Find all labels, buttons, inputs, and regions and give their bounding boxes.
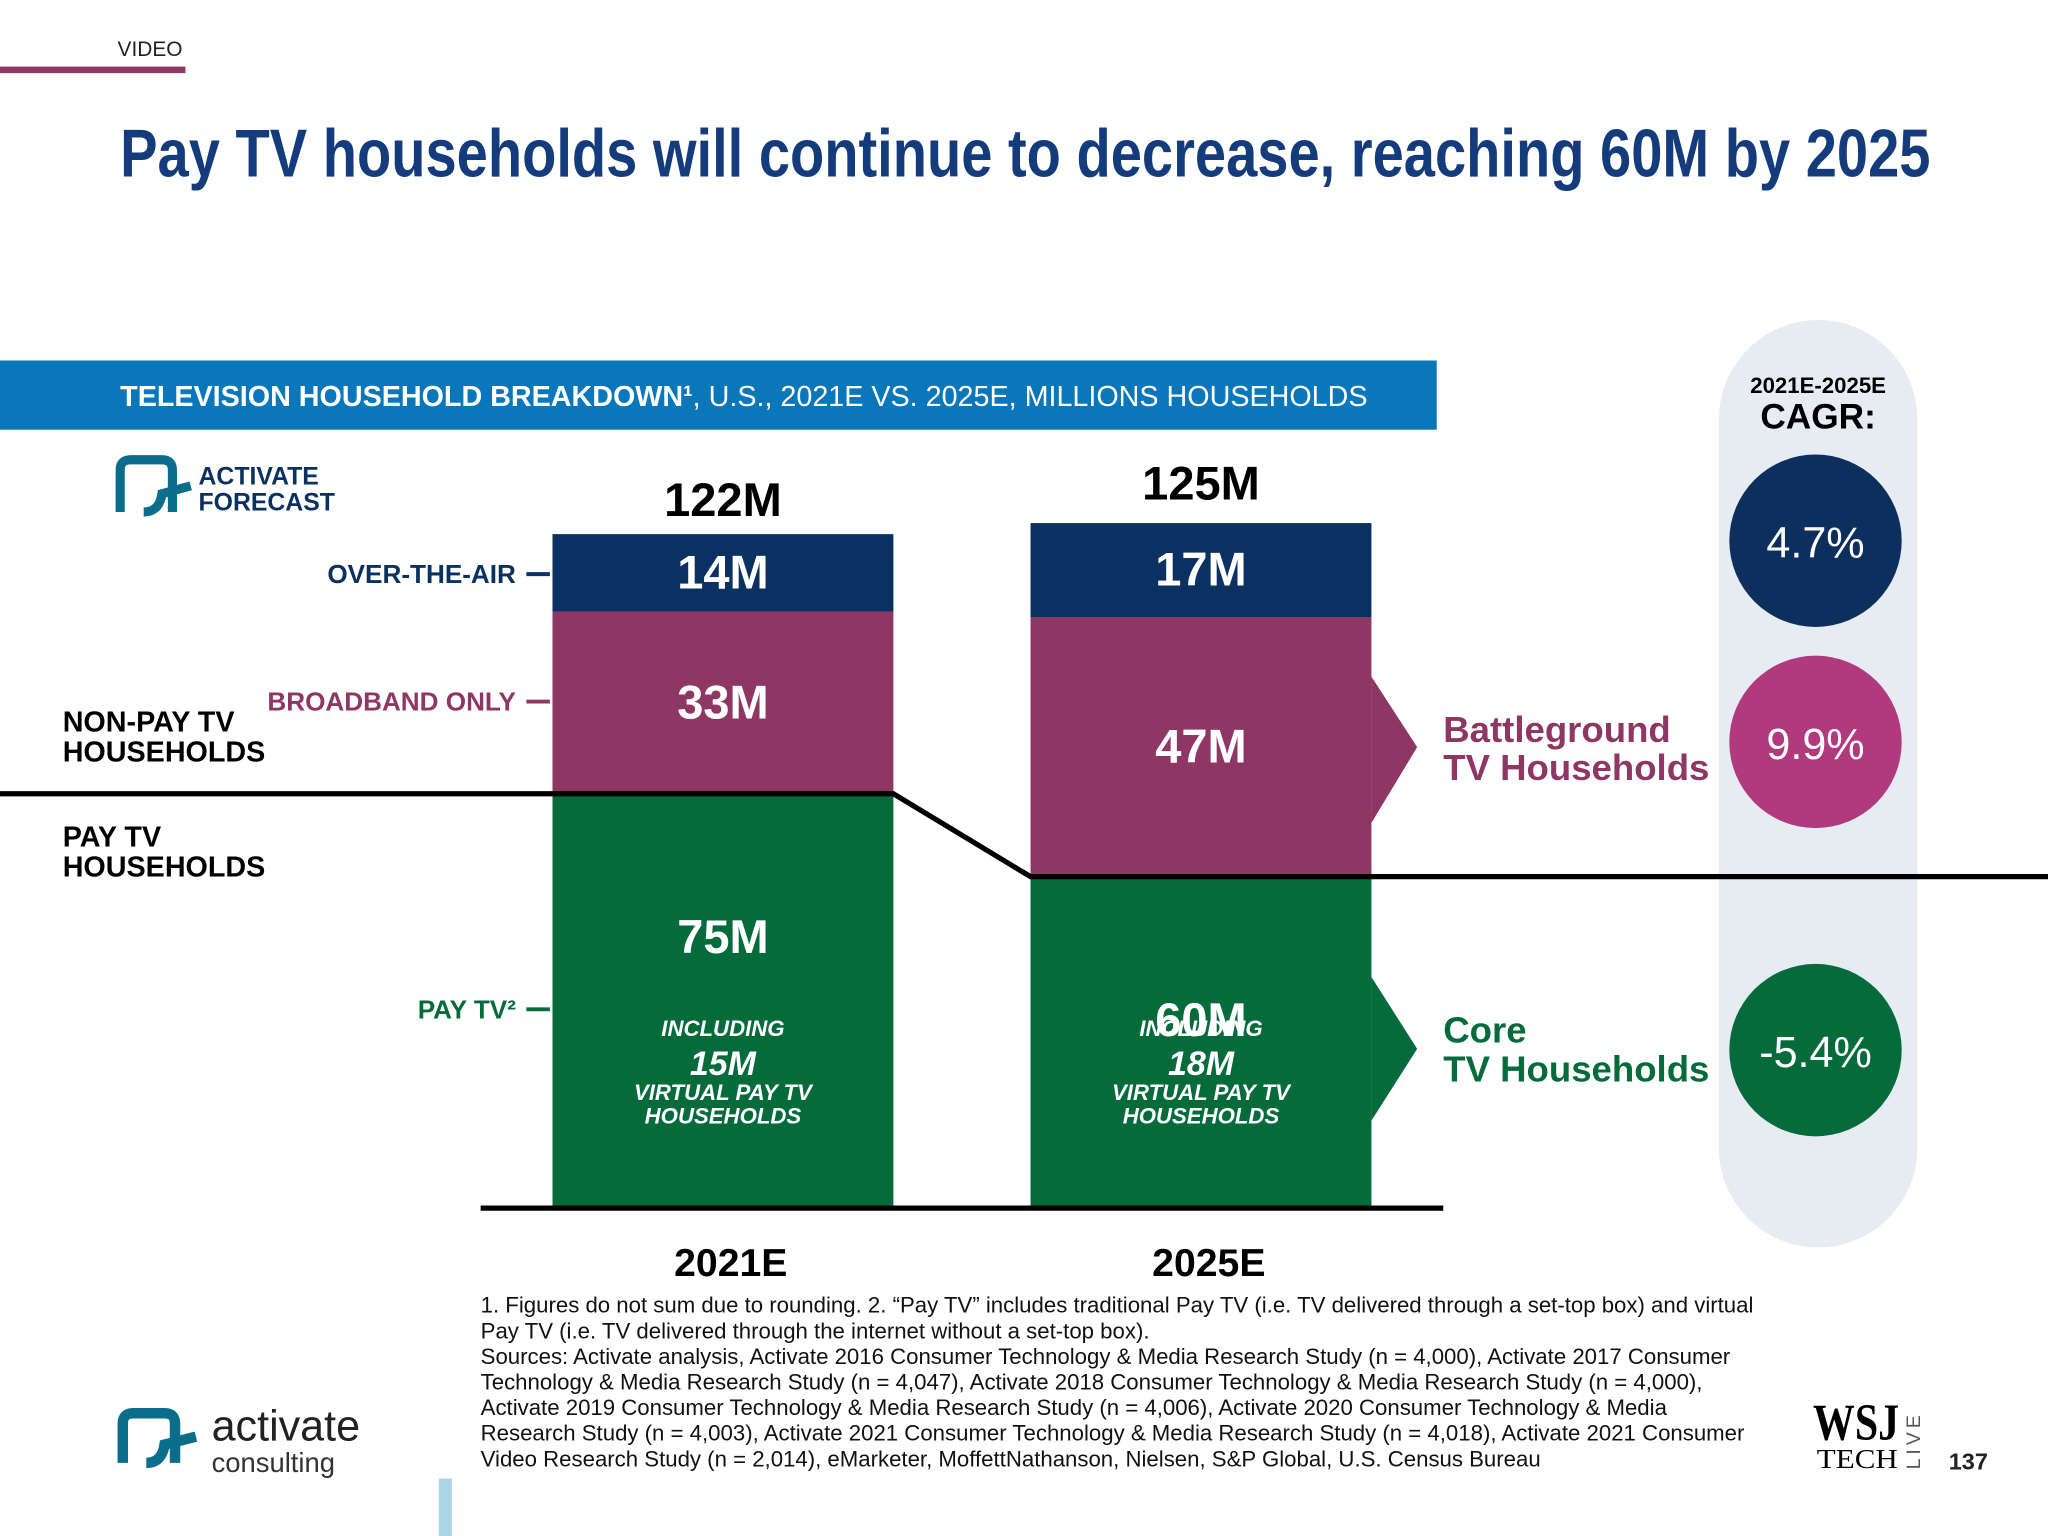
footnote-line: Video Research Study (n = 2,014), eMarke… bbox=[481, 1446, 1541, 1471]
logo-icon bbox=[117, 1408, 198, 1469]
subtitle: TELEVISION HOUSEHOLD BREAKDOWN¹, U.S., 2… bbox=[120, 381, 1367, 413]
cagr-circle bbox=[1729, 655, 1902, 829]
cagr-value: -5.4% bbox=[1759, 1029, 1872, 1077]
footnote-line: 1. Figures do not sum due to rounding. 2… bbox=[481, 1293, 1754, 1318]
logo-text: FORECAST bbox=[199, 490, 335, 517]
cagr-value: 9.9% bbox=[1766, 721, 1864, 769]
cagr-circle bbox=[1729, 454, 1902, 627]
value-label: 47M bbox=[1155, 720, 1246, 773]
including-label: INCLUDING bbox=[661, 1016, 784, 1041]
footnote-line: Research Study (n = 4,003), Activate 202… bbox=[481, 1421, 1745, 1446]
including-label: INCLUDING bbox=[1139, 1016, 1262, 1041]
bar-segment bbox=[552, 534, 894, 612]
wsj: WSJ bbox=[1813, 1393, 1899, 1451]
section-rule bbox=[0, 66, 186, 74]
logo-text: activate bbox=[212, 1403, 361, 1451]
virtual-text: HOUSEHOLDS bbox=[645, 1103, 802, 1128]
value-label: 75M bbox=[677, 910, 768, 963]
virtual-text: HOUSEHOLDS bbox=[1123, 1103, 1280, 1128]
total-label: 125M bbox=[1142, 456, 1260, 509]
cagr-period: 2021E-2025E bbox=[1750, 373, 1886, 398]
accent-bar bbox=[438, 1478, 452, 1536]
cagr-title: CAGR: bbox=[1760, 397, 1876, 436]
value-label: 60M bbox=[1155, 993, 1246, 1046]
virtual-value: 18M bbox=[1168, 1045, 1235, 1083]
tech: TECH bbox=[1817, 1444, 1898, 1474]
bar-segment bbox=[1030, 616, 1372, 877]
logo-text: consulting bbox=[212, 1447, 335, 1478]
section-label: VIDEO bbox=[118, 38, 183, 61]
virtual-text: VIRTUAL PAY TV bbox=[1112, 1080, 1292, 1105]
core-label: TV Households bbox=[1443, 1048, 1709, 1089]
virtual-value: 15M bbox=[690, 1045, 757, 1083]
pay-divider bbox=[0, 791, 2048, 880]
footnote-line: Technology & Media Research Study (n = 4… bbox=[481, 1369, 1703, 1394]
bar-segment bbox=[1030, 876, 1372, 1209]
value-label: 17M bbox=[1155, 543, 1246, 596]
activate-logo: activate consulting bbox=[117, 1403, 361, 1478]
page-number: 137 bbox=[1949, 1448, 1988, 1474]
total-label: 122M bbox=[664, 473, 782, 526]
footnotes: 1. Figures do not sum due to rounding. 2… bbox=[481, 1293, 1754, 1472]
footnote-line: Activate 2019 Consumer Technology & Medi… bbox=[481, 1395, 1668, 1420]
subtitle-rest: , U.S., 2021E VS. 2025E, MILLIONS HOUSEH… bbox=[693, 381, 1368, 413]
footnote-line: Sources: Activate analysis, Activate 201… bbox=[481, 1344, 1731, 1369]
value-label: 33M bbox=[677, 675, 768, 728]
group-label: HOUSEHOLDS bbox=[63, 736, 266, 768]
title: Pay TV households will continue to decre… bbox=[120, 116, 1930, 191]
logo-icon bbox=[115, 455, 192, 517]
bar-segment bbox=[1030, 523, 1372, 617]
subtitle-bold: TELEVISION HOUSEHOLD BREAKDOWN¹ bbox=[120, 381, 693, 413]
banner bbox=[0, 360, 1437, 430]
core-chevron bbox=[1371, 976, 1418, 1121]
category-label: 2021E bbox=[674, 1242, 787, 1285]
value-label: 14M bbox=[677, 545, 768, 598]
group-label: NON-PAY TV bbox=[63, 706, 235, 738]
logo-text: ACTIVATE bbox=[199, 464, 319, 491]
forecast-logo: ACTIVATE FORECAST bbox=[115, 455, 335, 517]
battleground-label: TV Households bbox=[1443, 747, 1709, 788]
live: LIVE bbox=[1903, 1411, 1925, 1469]
category-label: 2025E bbox=[1152, 1242, 1265, 1285]
battleground-chevron bbox=[1371, 676, 1418, 823]
cagr-circle bbox=[1729, 963, 1902, 1137]
legend-label: OVER-THE-AIR bbox=[327, 559, 516, 589]
group-label: HOUSEHOLDS bbox=[63, 851, 266, 883]
battleground-label: Battleground bbox=[1443, 709, 1670, 750]
footnote-line: Pay TV (i.e. TV delivered through the in… bbox=[481, 1318, 1150, 1343]
core-label: Core bbox=[1443, 1009, 1526, 1050]
bar-segment bbox=[552, 611, 894, 794]
virtual-text: VIRTUAL PAY TV bbox=[634, 1080, 814, 1105]
cagr-value: 4.7% bbox=[1766, 520, 1864, 568]
legend-label: PAY TV² bbox=[418, 994, 516, 1024]
legend-label: BROADBAND ONLY bbox=[267, 687, 516, 717]
group-label: PAY TV bbox=[63, 821, 161, 853]
bar-segment bbox=[552, 793, 894, 1209]
